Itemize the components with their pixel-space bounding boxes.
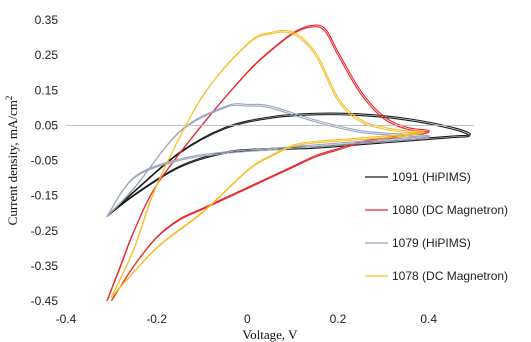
y-tick-label: 0.05: [35, 118, 59, 132]
x-tick-label: -0.4: [56, 312, 77, 326]
x-tick-label: 0.4: [420, 312, 437, 326]
legend-label: 1080 (DC Magnetron): [392, 203, 508, 217]
legend-label: 1079 (HiPIMS): [392, 236, 471, 250]
series-line: [106, 26, 430, 302]
y-axis-title-text: Current density, mA/cm: [5, 100, 20, 225]
x-tick-label: 0.2: [330, 312, 347, 326]
series-line: [107, 24, 431, 300]
y-tick-label: -0.45: [31, 294, 59, 308]
series-line: [107, 103, 431, 216]
y-tick-label: -0.25: [31, 224, 59, 238]
legend-label: 1091 (HiPIMS): [392, 170, 471, 184]
series-3: [110, 29, 426, 298]
y-axis-title-superscript: 2: [4, 96, 14, 101]
y-tick-label: -0.35: [31, 259, 59, 273]
y-axis-title: Current density, mA/cm2: [4, 96, 20, 226]
x-axis-title: Voltage, V: [242, 327, 298, 342]
series-layer: [106, 24, 471, 302]
legend: 1091 (HiPIMS) 1080 (DC Magnetron) 1079 (Hi…: [365, 170, 508, 283]
y-tick-label: -0.05: [31, 154, 59, 168]
legend-label: 1078 (DC Magnetron): [392, 269, 508, 283]
x-tick-labels: -0.4 -0.2 0 0.2 0.4: [56, 312, 438, 326]
y-tick-label: -0.15: [31, 189, 59, 203]
y-tick-labels: 0.35 0.25 0.15 0.05 -0.05 -0.15 -0.25 -0.35 -0.4…: [31, 13, 59, 308]
y-tick-label: 0.25: [35, 48, 59, 62]
x-tick-label: -0.2: [146, 312, 167, 326]
series-1: [106, 24, 431, 302]
y-tick-label: 0.35: [35, 13, 59, 27]
series-line: [111, 29, 426, 297]
x-tick-label: 0: [244, 312, 251, 326]
series-2: [106, 103, 431, 218]
y-tick-label: 0.15: [35, 83, 59, 97]
